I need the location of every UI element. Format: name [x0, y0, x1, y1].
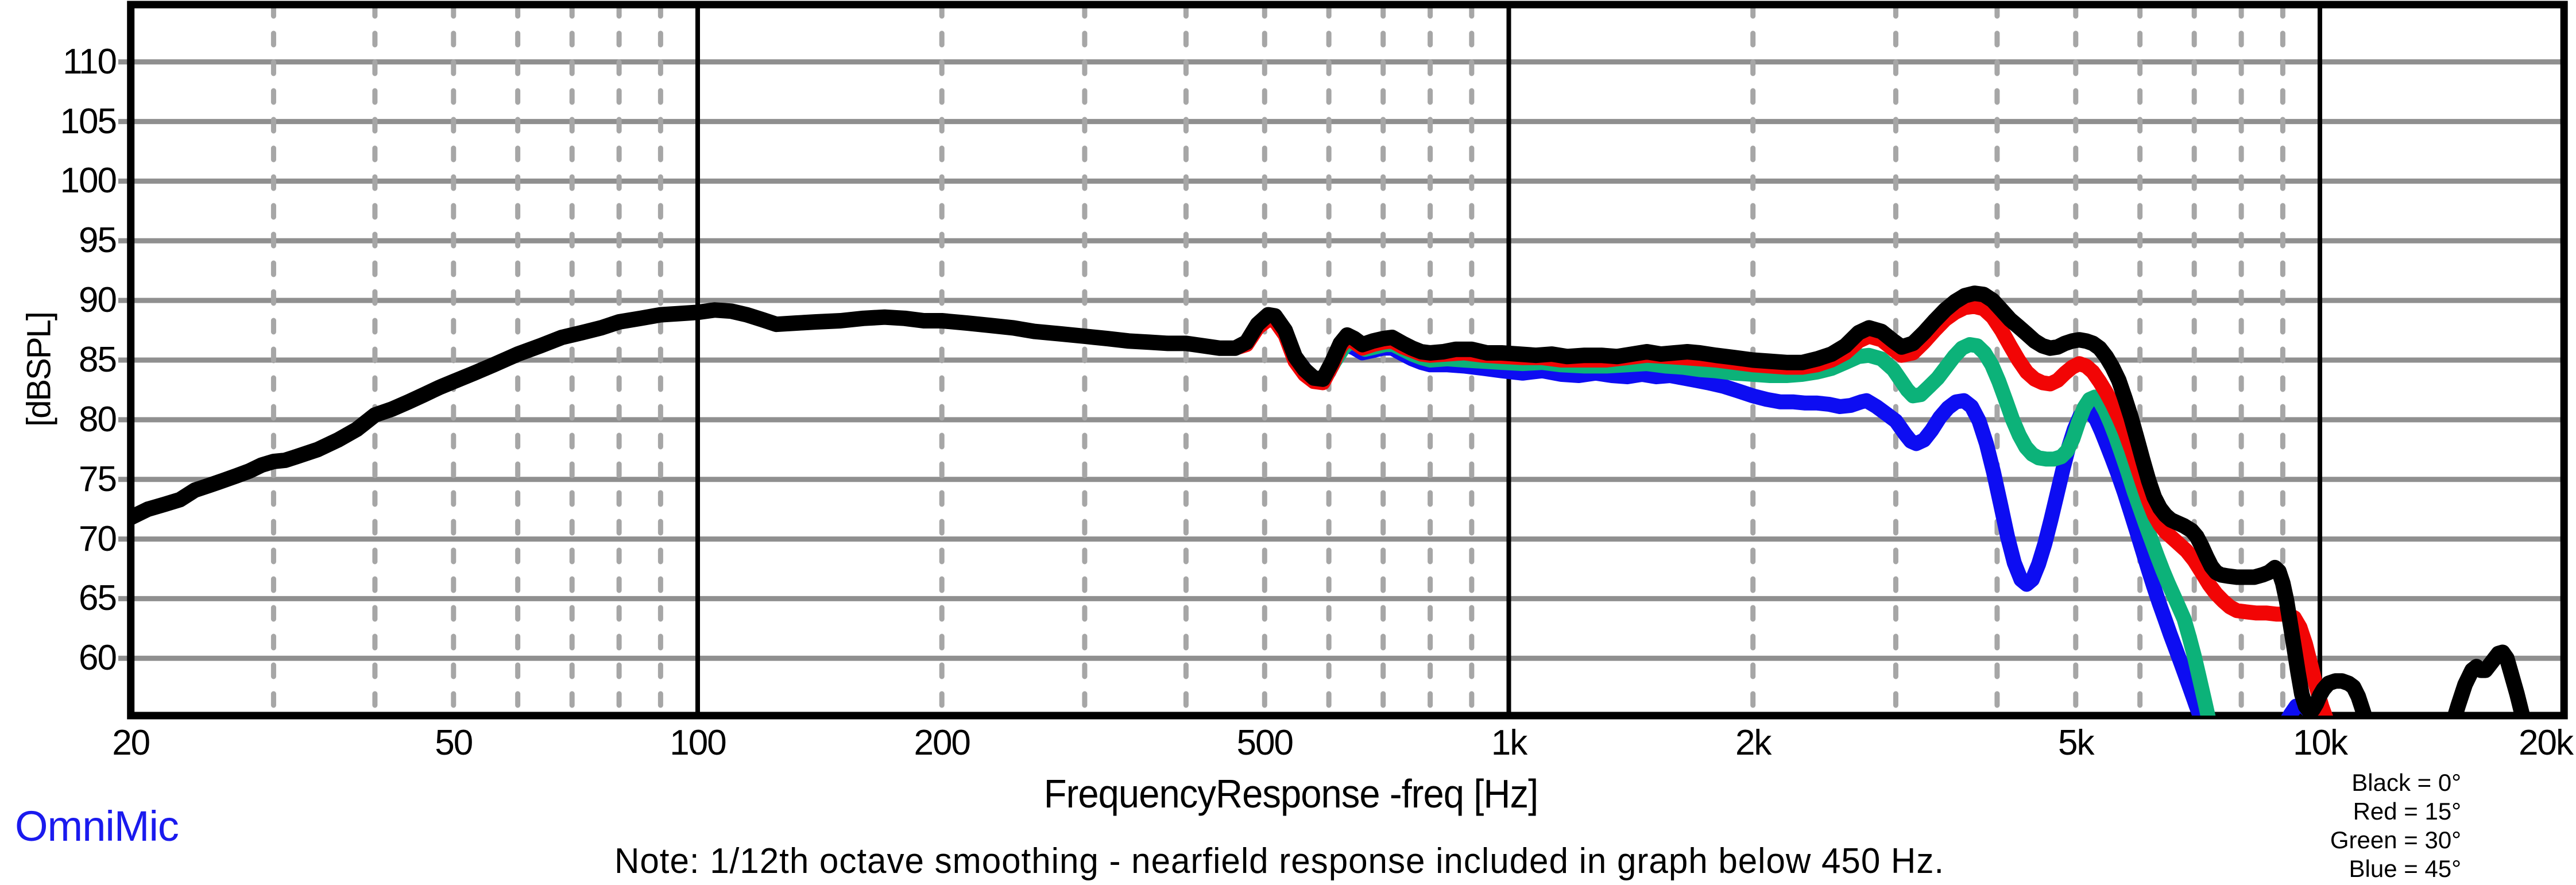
- y-tick-label: 90: [79, 280, 117, 320]
- y-tick-label: 100: [60, 161, 117, 201]
- legend-item-red: Red = 15°: [2353, 798, 2461, 825]
- x-tick-label: 20k: [2519, 723, 2574, 763]
- x-tick-label: 50: [435, 723, 473, 763]
- y-tick-label: 80: [79, 399, 117, 439]
- legend-item-green: Green = 30°: [2330, 826, 2461, 853]
- smoothing-note: Note: 1/12th octave smoothing - nearfiel…: [614, 841, 1945, 881]
- y-tick-label: 60: [79, 638, 117, 678]
- omnimic-logo: OmniMic: [15, 802, 179, 850]
- x-tick-label: 10k: [2293, 723, 2348, 763]
- y-tick-label: 110: [63, 41, 117, 82]
- y-tick-label: 75: [79, 459, 117, 499]
- x-tick-label: 1k: [1491, 723, 1528, 763]
- x-tick-label: 2k: [1735, 723, 1772, 763]
- x-tick-label: 100: [670, 723, 726, 763]
- legend-item-black: Black = 0°: [2351, 769, 2461, 796]
- y-axis-title: [dBSPL]: [20, 312, 58, 427]
- legend: Black = 0° Red = 15° Green = 30° Blue = …: [2330, 768, 2461, 883]
- x-tick-label: 5k: [2058, 723, 2095, 763]
- y-tick-label: 85: [79, 340, 117, 380]
- curve-0deg: [129, 285, 2531, 716]
- y-tick-label: 105: [60, 101, 117, 141]
- y-tick-label: 70: [79, 519, 117, 559]
- y-tick-label: 95: [79, 221, 117, 261]
- y-tick-label: 65: [79, 578, 117, 619]
- plot-frame: [127, 1, 2568, 720]
- x-tick-label: 20: [112, 723, 150, 763]
- x-axis-title: FrequencyResponse -freq [Hz]: [1043, 771, 1538, 816]
- x-tick-label: 500: [1236, 723, 1294, 763]
- response-curves: [129, 285, 2531, 716]
- legend-item-blue: Blue = 45°: [2349, 855, 2461, 882]
- x-tick-label: 200: [914, 723, 970, 763]
- curve-45deg: [1294, 337, 2322, 716]
